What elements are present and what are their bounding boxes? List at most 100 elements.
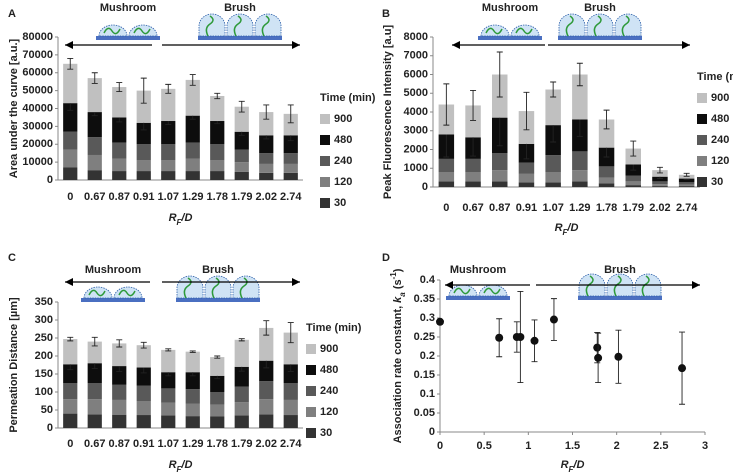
y-tick-label: 4000 (404, 106, 428, 118)
x-tick-label: 1.29 (182, 438, 203, 450)
y-axis-label: Peak Fluorescence Intensity [a.u] (382, 25, 394, 200)
x-axis-label-part: F (177, 465, 183, 474)
legend-label: 900 (711, 92, 729, 104)
bar-segment (259, 163, 274, 173)
x-tick-label: 1.78 (207, 438, 228, 450)
legend-label: 120 (711, 155, 729, 167)
x-tick-label: 0.5 (477, 440, 492, 452)
icon (211, 277, 220, 299)
bar-segment (283, 153, 298, 164)
bar-segment (136, 144, 151, 161)
bar-segment (161, 388, 176, 403)
point (516, 333, 525, 341)
bar-segment (259, 172, 274, 180)
x-tick-label: 3 (702, 440, 708, 452)
bar-segment (63, 399, 78, 414)
x-axis-label: RF/D (169, 459, 193, 474)
bar-segment (161, 349, 176, 373)
bar-segment (210, 95, 225, 122)
bar-segment (136, 171, 151, 180)
panel-label: D (382, 252, 390, 264)
bar-segment (185, 372, 200, 390)
bar-segment (185, 158, 200, 172)
bar-segment (63, 149, 78, 168)
legend-title: Time (min) (697, 71, 733, 83)
bar-segment (234, 106, 249, 132)
bar-segment (87, 363, 102, 383)
x-tick-label: 2.02 (649, 202, 670, 214)
y-tick-label: 10000 (22, 156, 53, 168)
legend-label: 120 (334, 176, 352, 188)
x-tick-label: 0.91 (516, 202, 537, 214)
x-axis-label-part: /D (566, 222, 578, 234)
x-axis-label-part: F (177, 218, 183, 227)
bar-segment (112, 171, 127, 180)
error-bar (263, 320, 270, 336)
x-tick-label: 2.74 (280, 191, 302, 203)
bar-segment (136, 385, 151, 401)
y-axis-label-part: Area under the curve [a.u.] (8, 38, 20, 178)
icon (485, 27, 503, 35)
bar-segment (234, 131, 249, 150)
y-tick-label: 200 (35, 350, 53, 362)
icon (593, 15, 602, 37)
bar-segment (545, 155, 561, 172)
bar-segment (185, 79, 200, 116)
legend-swatch (697, 177, 707, 187)
y-tick-label: 80000 (22, 31, 53, 43)
header-left: Mushroom (450, 264, 506, 276)
x-tick-label: 2.02 (256, 191, 277, 203)
arrow-head (452, 41, 460, 49)
icon (558, 13, 586, 37)
icon (510, 24, 540, 37)
error-bar (165, 348, 172, 352)
x-tick-label: 0.67 (84, 191, 105, 203)
y-tick-label: 8000 (404, 31, 428, 43)
error-bar (165, 83, 172, 94)
x-tick-label: 1.29 (182, 191, 203, 203)
bar-segment (259, 414, 274, 428)
bar-segment (259, 381, 274, 400)
y-axis-label-part: ) (392, 268, 404, 272)
bar-segment (136, 367, 151, 386)
x-axis-label-part: F (569, 465, 575, 474)
y-tick-label: 7000 (404, 50, 428, 62)
x-tick-label: 1.78 (596, 202, 617, 214)
bar-segment (210, 392, 225, 405)
error-bar (189, 350, 196, 353)
legend-label: 240 (711, 134, 729, 146)
bar-segment (678, 182, 695, 185)
bar-segment (136, 345, 151, 368)
icon (261, 15, 270, 37)
error-bar (214, 355, 221, 359)
bar-segment (283, 135, 298, 154)
icon (585, 275, 594, 297)
legend-swatch (320, 156, 330, 166)
bar-segment (234, 366, 249, 387)
x-tick-label: 1.79 (231, 438, 252, 450)
bar-segment (112, 117, 127, 143)
bar-segment (112, 158, 127, 172)
point (594, 353, 603, 362)
legend-label: 480 (711, 113, 729, 125)
bar-segment (518, 173, 535, 183)
error-bar (576, 62, 583, 87)
bar-segment (234, 162, 249, 172)
point (678, 364, 687, 373)
bar-segment (161, 88, 176, 122)
legend-label: 480 (320, 364, 338, 376)
bar-segment (259, 153, 274, 164)
legend-swatch (306, 365, 316, 375)
y-tick-label: 40000 (22, 102, 53, 114)
legend-label: 30 (320, 427, 332, 439)
bar-segment (210, 416, 225, 428)
y-axis-label-part: Association rate constant, (392, 303, 404, 444)
y-axis-label-part: Permeation Distance [µm] (8, 297, 20, 433)
bar-segment (572, 151, 588, 171)
bar-segment (136, 160, 151, 172)
legend-label: 480 (334, 134, 352, 146)
y-tick-label: 0.2 (420, 350, 435, 362)
error-bar (470, 89, 477, 121)
arrow-head (445, 281, 453, 289)
bar-segment (136, 401, 151, 416)
